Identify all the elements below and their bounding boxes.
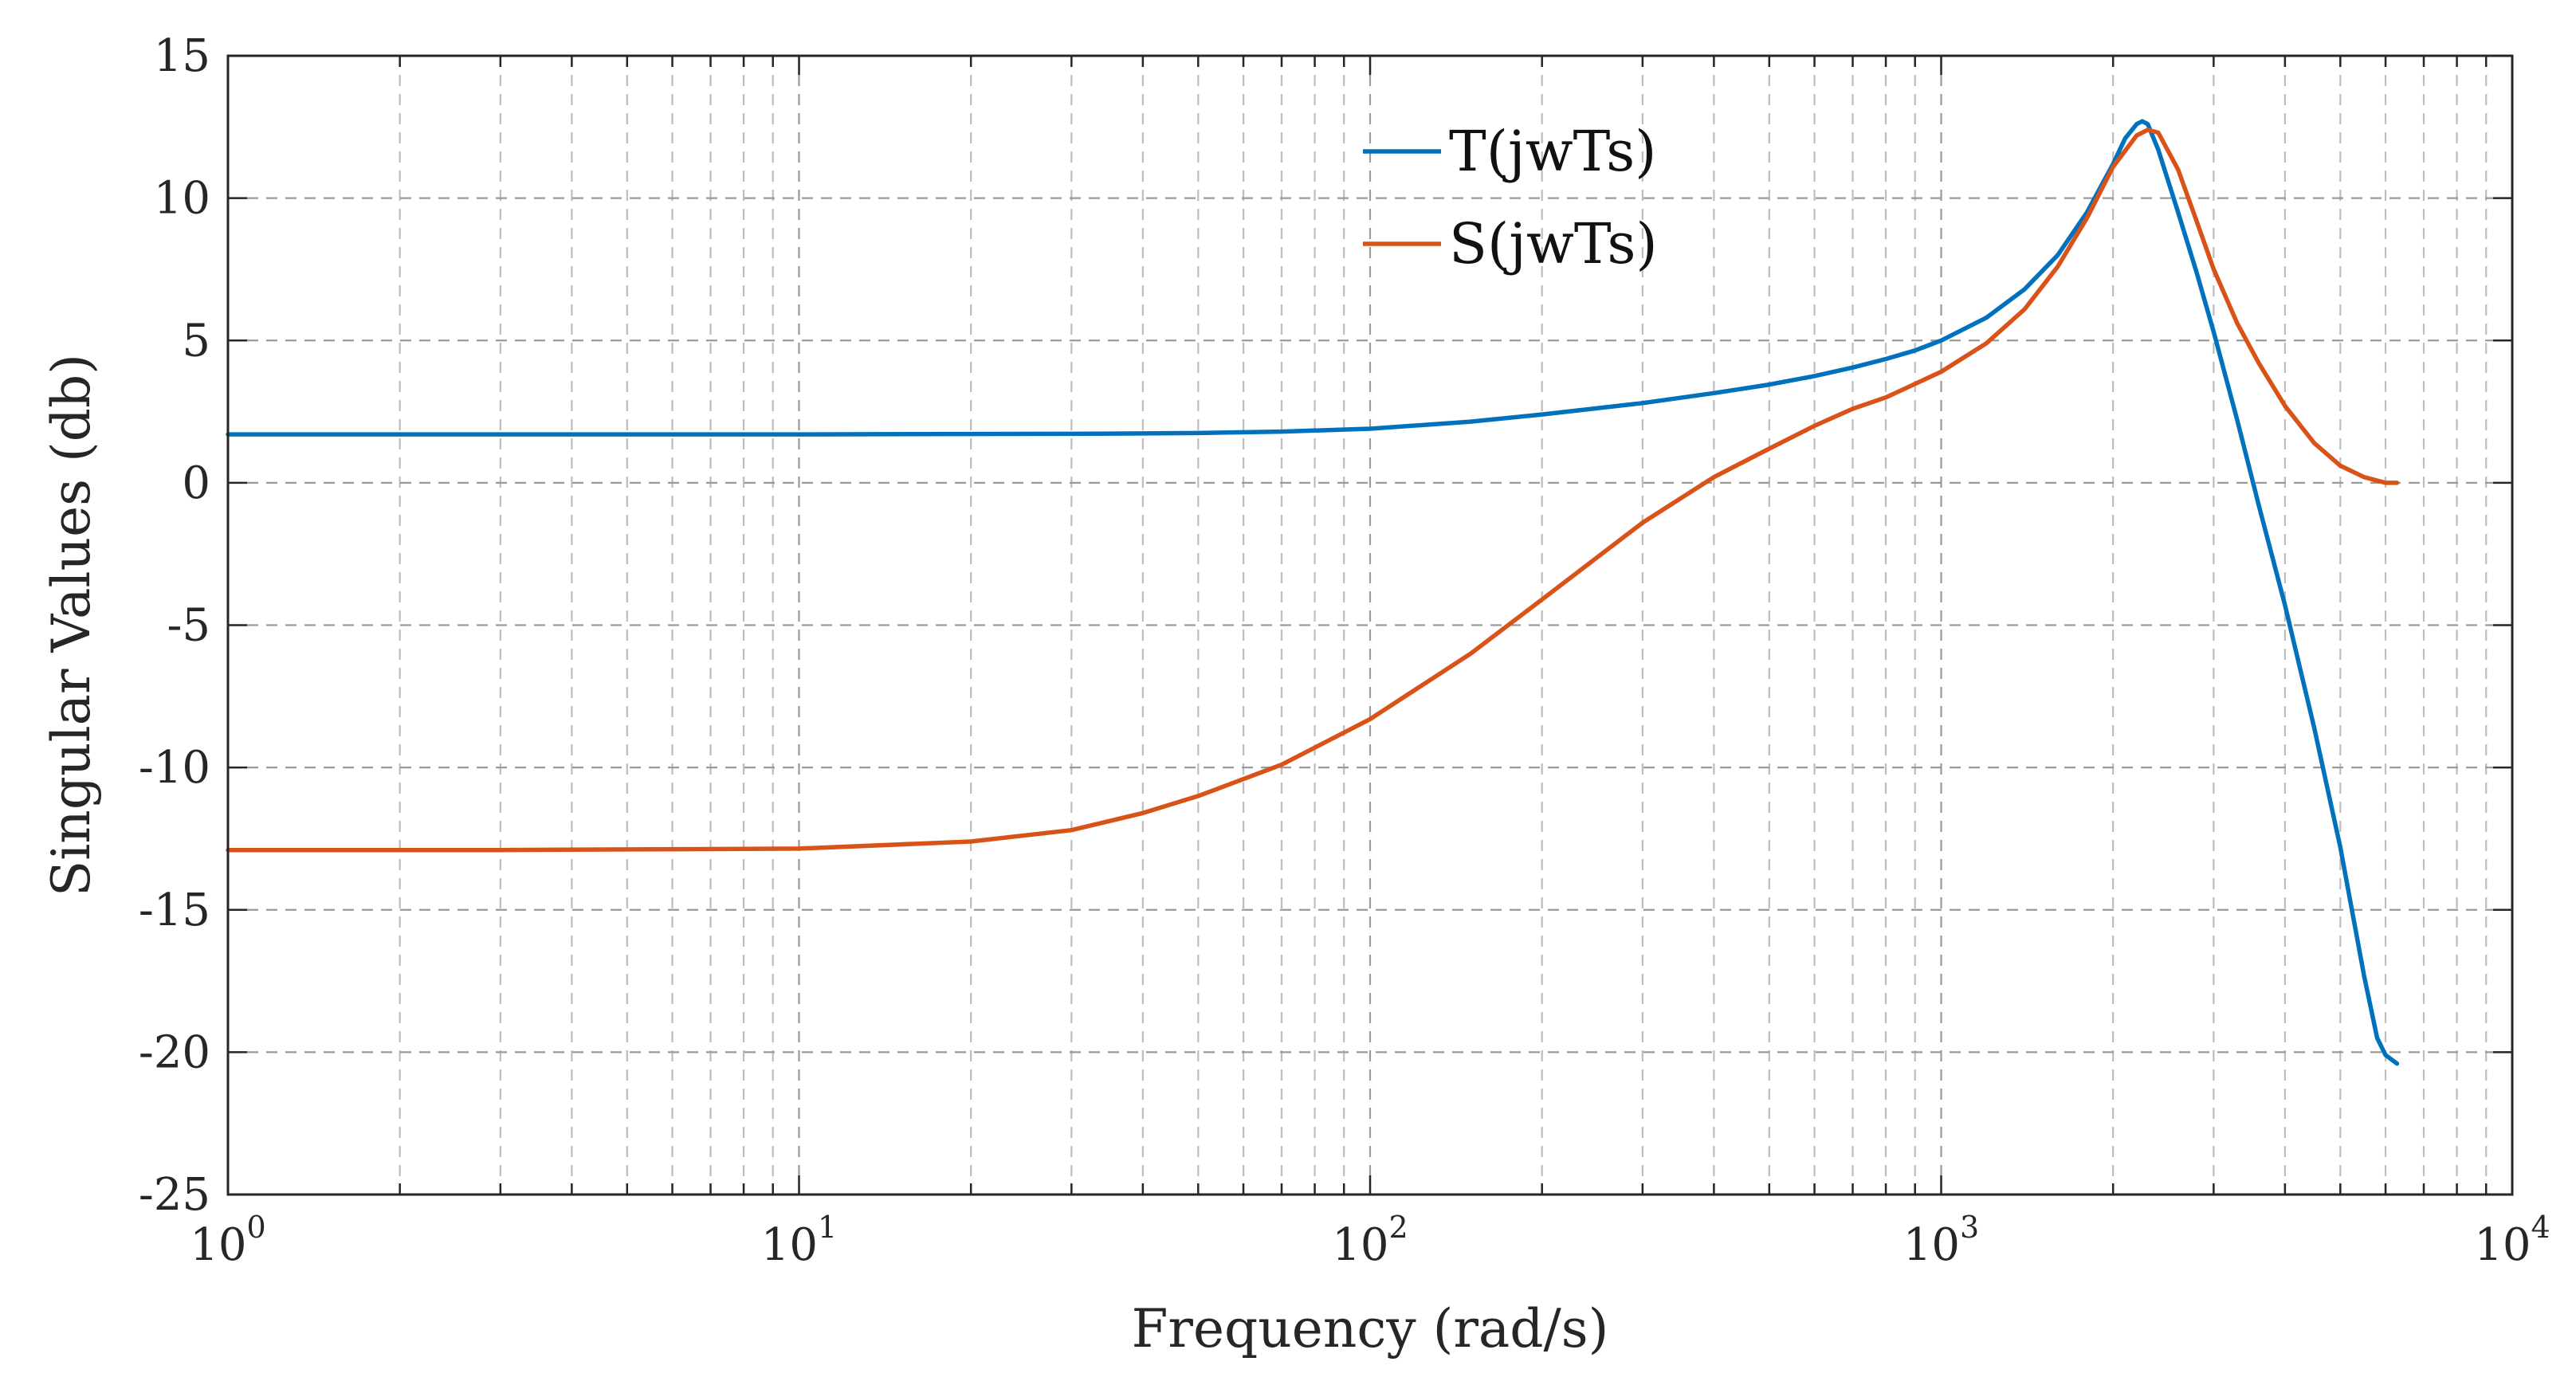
series-layer bbox=[226, 119, 2400, 1066]
y-tick-label: -5 bbox=[167, 600, 210, 652]
y-tick-label: 10 bbox=[154, 173, 210, 225]
x-axis-title: Frequency (rad/s) bbox=[1132, 1298, 1609, 1359]
legend: T(jwTs) S(jwTs) bbox=[1363, 119, 1658, 277]
x-tick-base: 10 bbox=[190, 1219, 246, 1271]
x-tick-label: 103 bbox=[1903, 1210, 1979, 1271]
x-tick-label: 101 bbox=[761, 1210, 837, 1271]
x-tick-base: 10 bbox=[1332, 1219, 1388, 1271]
y-tick-label: 0 bbox=[182, 457, 210, 509]
x-tick-base: 10 bbox=[761, 1219, 818, 1271]
legend-label-s: S(jwTs) bbox=[1449, 211, 1658, 277]
series-line-t bbox=[226, 119, 2400, 1066]
y-tick-label: -25 bbox=[139, 1169, 210, 1221]
ticks bbox=[228, 54, 2512, 1196]
y-tick-label: 15 bbox=[154, 30, 210, 82]
y-axis-title: Singular Values (db) bbox=[41, 354, 102, 896]
x-tick-label: 102 bbox=[1332, 1210, 1408, 1271]
x-tick-base: 10 bbox=[1903, 1219, 1960, 1271]
grid bbox=[228, 56, 2512, 1195]
y-tick-label: -20 bbox=[139, 1026, 210, 1078]
y-tick-label: -15 bbox=[139, 885, 210, 936]
x-tick-exponent: 0 bbox=[247, 1210, 266, 1245]
x-tick-label: 100 bbox=[190, 1210, 265, 1271]
x-tick-exponent: 3 bbox=[1960, 1210, 1979, 1245]
legend-label-t: T(jwTs) bbox=[1449, 119, 1656, 184]
x-tick-base: 10 bbox=[2474, 1219, 2531, 1271]
x-tick-exponent: 1 bbox=[818, 1210, 837, 1245]
series-line-s bbox=[226, 128, 2400, 853]
y-tick-label: 5 bbox=[182, 315, 210, 367]
x-tick-exponent: 4 bbox=[2531, 1210, 2550, 1245]
x-tick-label: 104 bbox=[2474, 1210, 2550, 1271]
y-tick-label: -10 bbox=[139, 742, 210, 794]
x-tick-exponent: 2 bbox=[1389, 1210, 1408, 1245]
